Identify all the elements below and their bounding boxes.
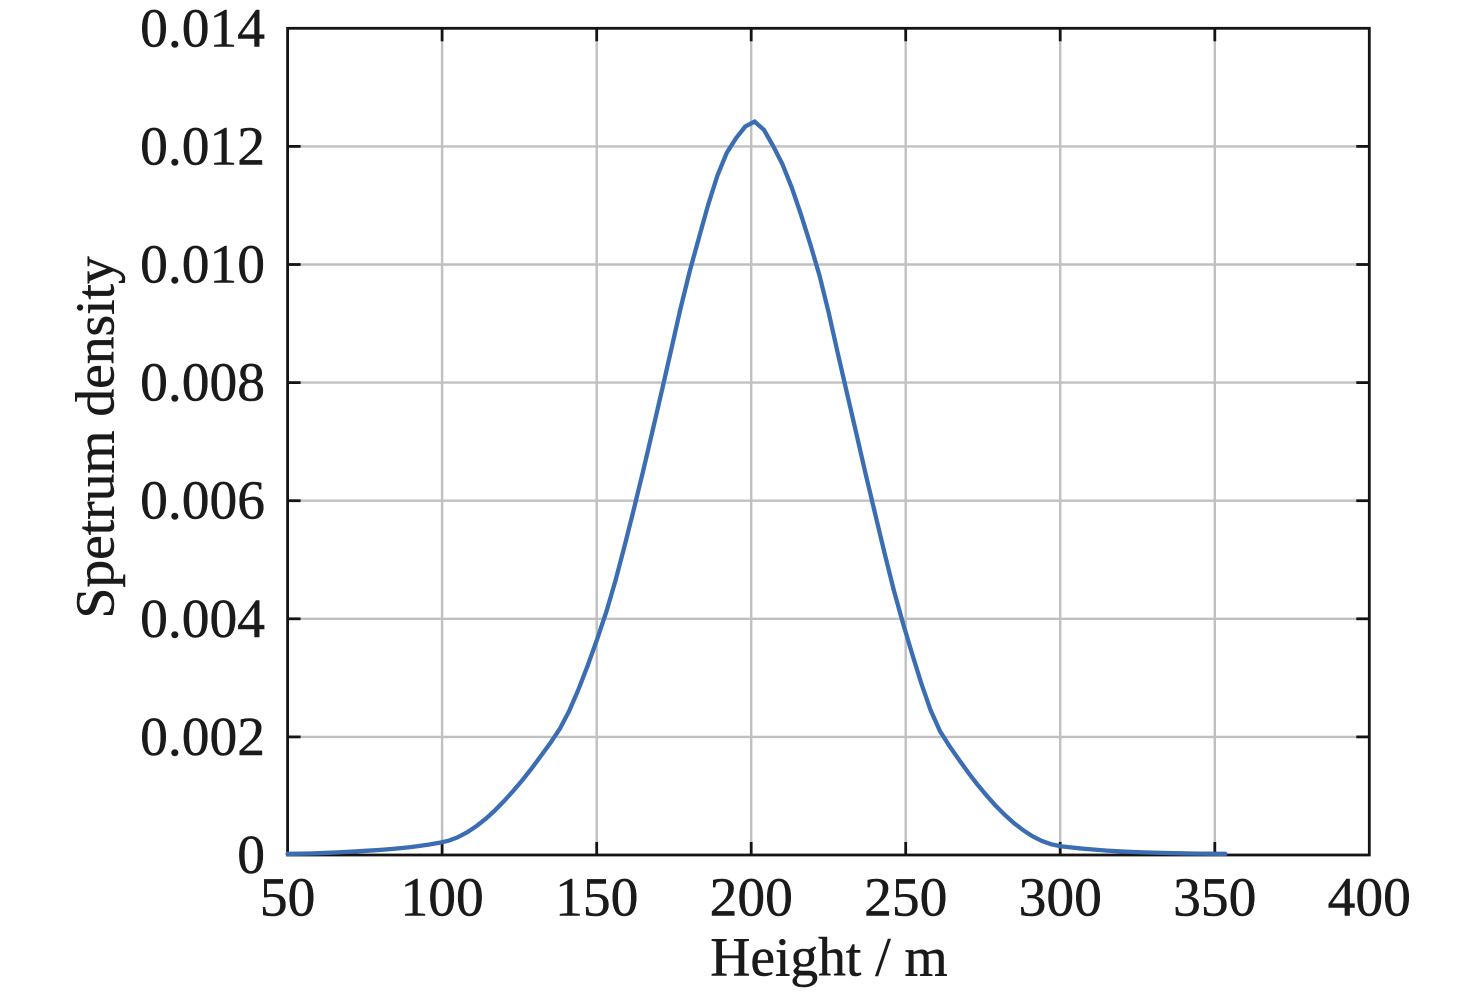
svg-text:0.008: 0.008	[140, 353, 265, 414]
svg-text:0.006: 0.006	[140, 471, 265, 532]
svg-text:50: 50	[260, 867, 316, 928]
svg-text:0.004: 0.004	[140, 589, 265, 650]
svg-text:0.010: 0.010	[140, 235, 265, 296]
svg-text:0.002: 0.002	[140, 707, 265, 768]
svg-text:100: 100	[400, 867, 483, 928]
svg-text:300: 300	[1019, 867, 1102, 928]
svg-text:0.014: 0.014	[140, 0, 265, 59]
svg-text:200: 200	[710, 867, 793, 928]
svg-text:0.012: 0.012	[140, 116, 265, 177]
svg-text:350: 350	[1173, 867, 1256, 928]
svg-text:Height / m: Height / m	[710, 928, 947, 989]
svg-text:0: 0	[237, 825, 265, 886]
svg-text:150: 150	[555, 867, 638, 928]
svg-text:250: 250	[864, 867, 947, 928]
svg-text:Spetrum density: Spetrum density	[66, 256, 127, 619]
svg-text:400: 400	[1328, 867, 1411, 928]
